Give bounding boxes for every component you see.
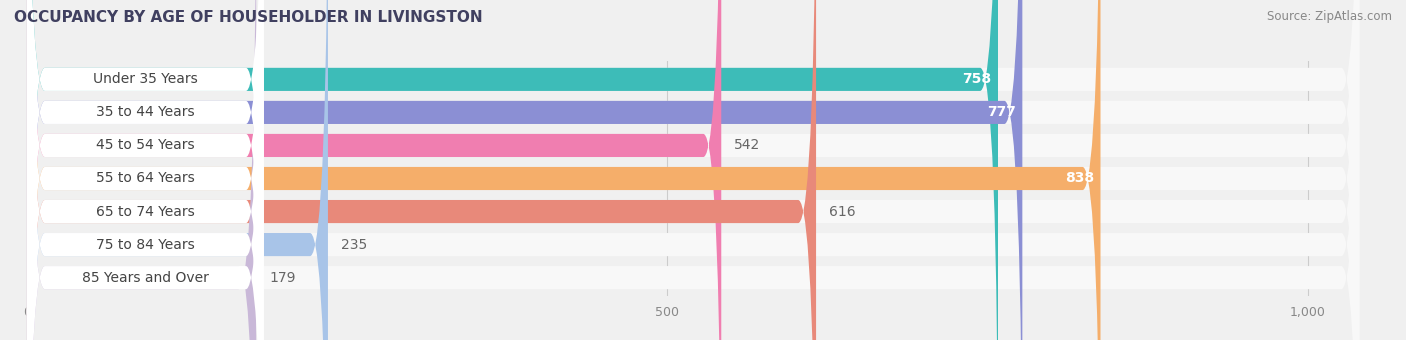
FancyBboxPatch shape <box>27 0 721 340</box>
Text: 777: 777 <box>987 105 1017 119</box>
Text: 55 to 64 Years: 55 to 64 Years <box>96 171 195 186</box>
Text: 35 to 44 Years: 35 to 44 Years <box>96 105 194 119</box>
FancyBboxPatch shape <box>27 0 328 340</box>
FancyBboxPatch shape <box>27 0 1360 340</box>
Text: Under 35 Years: Under 35 Years <box>93 72 198 86</box>
Text: 838: 838 <box>1064 171 1094 186</box>
FancyBboxPatch shape <box>27 0 815 340</box>
Text: 65 to 74 Years: 65 to 74 Years <box>96 205 195 219</box>
FancyBboxPatch shape <box>27 0 264 340</box>
FancyBboxPatch shape <box>27 0 1101 340</box>
FancyBboxPatch shape <box>27 0 264 340</box>
Text: 616: 616 <box>830 205 855 219</box>
FancyBboxPatch shape <box>27 0 1360 340</box>
FancyBboxPatch shape <box>27 0 1360 340</box>
FancyBboxPatch shape <box>27 0 998 340</box>
Text: 45 to 54 Years: 45 to 54 Years <box>96 138 194 152</box>
FancyBboxPatch shape <box>27 0 264 340</box>
FancyBboxPatch shape <box>27 0 256 340</box>
FancyBboxPatch shape <box>27 0 1022 340</box>
FancyBboxPatch shape <box>27 0 1360 340</box>
FancyBboxPatch shape <box>27 0 264 340</box>
FancyBboxPatch shape <box>27 0 1360 340</box>
FancyBboxPatch shape <box>27 0 264 340</box>
FancyBboxPatch shape <box>27 0 264 340</box>
Text: 542: 542 <box>734 138 761 152</box>
Text: 179: 179 <box>269 271 295 285</box>
FancyBboxPatch shape <box>27 0 1360 340</box>
FancyBboxPatch shape <box>27 0 264 340</box>
Text: 758: 758 <box>963 72 991 86</box>
Text: OCCUPANCY BY AGE OF HOUSEHOLDER IN LIVINGSTON: OCCUPANCY BY AGE OF HOUSEHOLDER IN LIVIN… <box>14 10 482 25</box>
FancyBboxPatch shape <box>27 0 1360 340</box>
Text: 235: 235 <box>340 238 367 252</box>
Text: Source: ZipAtlas.com: Source: ZipAtlas.com <box>1267 10 1392 23</box>
Text: 75 to 84 Years: 75 to 84 Years <box>96 238 195 252</box>
Text: 85 Years and Over: 85 Years and Over <box>82 271 209 285</box>
